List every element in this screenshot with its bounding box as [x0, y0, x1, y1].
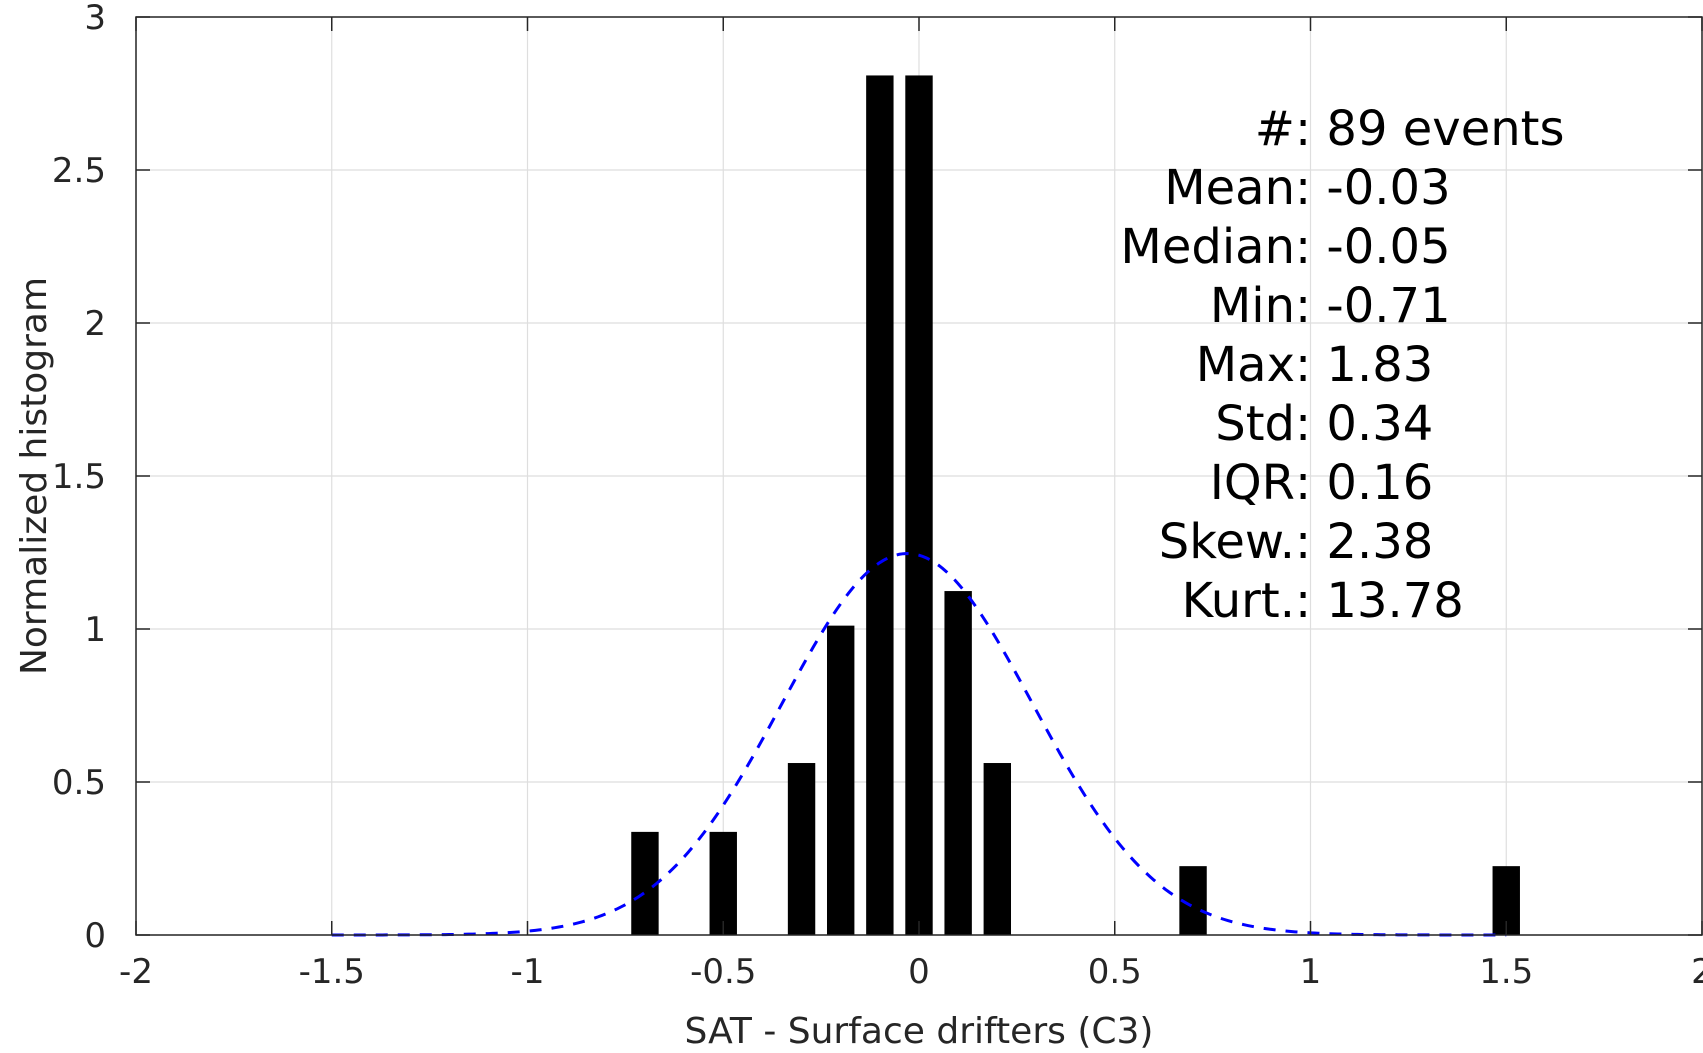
- y-tick-label: 0: [84, 916, 106, 956]
- x-axis-label: SAT - Surface drifters (C3): [685, 1011, 1154, 1052]
- y-tick-label: 1: [84, 610, 106, 650]
- x-tick-label: -1.5: [299, 952, 365, 992]
- x-tick-label: 1.5: [1479, 952, 1533, 992]
- histogram-bar: [826, 625, 855, 935]
- stat-label: Min: [1210, 278, 1295, 334]
- bars: [631, 75, 1520, 936]
- y-axis-label: Normalized histogram: [14, 277, 55, 675]
- ticks: [135, 16, 1703, 936]
- stat-value: : 13.78: [1295, 573, 1464, 629]
- x-tick-label: 2: [1691, 952, 1703, 992]
- stat-value: : -0.71: [1295, 278, 1451, 334]
- stat-value: : 0.16: [1295, 455, 1433, 511]
- x-tick-label: 1: [1300, 952, 1322, 992]
- y-tick-label: 1.5: [52, 457, 106, 497]
- y-tick-label: 2.5: [52, 151, 106, 191]
- histogram-bar: [787, 763, 816, 935]
- x-tick-labels: -2 -1.5 -1 -0.5 0 0.5 1 1.5 2: [119, 952, 1703, 992]
- histogram-bar: [905, 75, 933, 936]
- stat-label: Max: [1196, 337, 1295, 393]
- x-tick-label: -2: [119, 952, 153, 992]
- histogram-bar: [983, 763, 1012, 935]
- stat-label: #: [1255, 101, 1295, 157]
- histogram-bar: [631, 831, 659, 935]
- stat-label: Skew.: [1159, 514, 1295, 570]
- x-tick-label: -1: [511, 952, 545, 992]
- stat-label: Mean: [1164, 160, 1295, 216]
- histogram-bar: [944, 591, 972, 935]
- histogram-bar: [866, 75, 894, 936]
- stat-label: Kurt.: [1182, 573, 1295, 629]
- stat-label: Median: [1120, 219, 1295, 275]
- stat-value: : 1.83: [1295, 337, 1433, 393]
- stat-value: : 2.38: [1295, 514, 1433, 570]
- stat-value: : 0.34: [1295, 396, 1433, 452]
- x-tick-label: -0.5: [690, 952, 756, 992]
- x-tick-label: 0.5: [1088, 952, 1142, 992]
- stat-value: : -0.03: [1295, 160, 1451, 216]
- y-tick-label: 0.5: [52, 763, 106, 803]
- y-tick-labels: 0 0.5 1 1.5 2 2.5 3: [52, 0, 106, 956]
- stat-value: : -0.05: [1295, 219, 1451, 275]
- y-tick-label: 2: [84, 304, 106, 344]
- stat-value: : 89 events: [1295, 101, 1564, 157]
- y-tick-label: 3: [84, 0, 106, 38]
- histogram-bar: [709, 831, 737, 935]
- stat-label: Std: [1215, 396, 1295, 452]
- x-tick-label: 0: [908, 952, 930, 992]
- stat-label: IQR: [1210, 455, 1295, 511]
